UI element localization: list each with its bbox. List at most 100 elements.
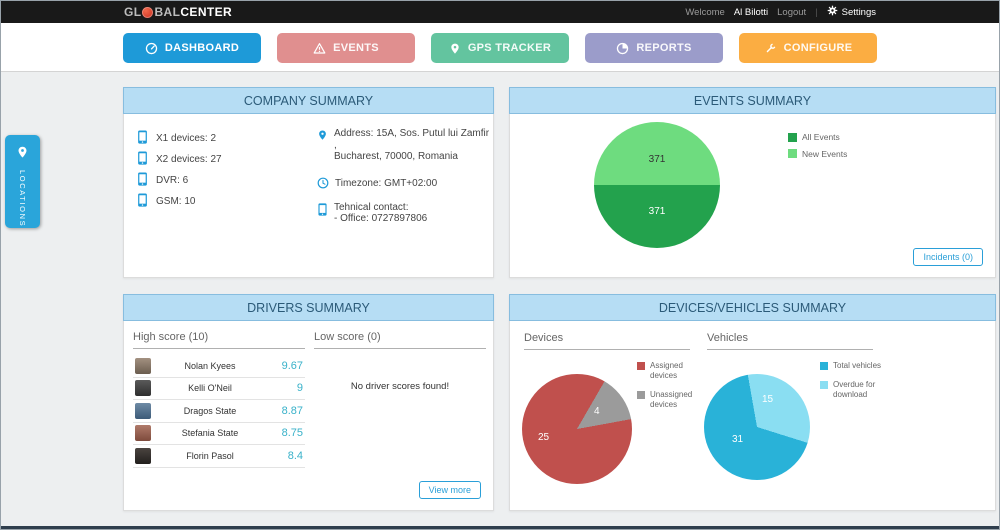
company-timezone: Timezone: GMT+02:00 <box>317 176 493 192</box>
legend-item: Unassigned devices <box>637 390 703 410</box>
view-more-button[interactable]: View more <box>418 481 481 499</box>
phone-icon <box>137 151 148 168</box>
contact-text: Tehnical contact: - Office: 0727897806 <box>334 201 428 225</box>
panel-title: COMPANY SUMMARY <box>123 87 494 114</box>
tab-reports[interactable]: REPORTS <box>585 33 723 63</box>
topbar-right: Welcome Al Bilotti Logout | Settings <box>685 1 876 23</box>
legend-swatch <box>788 149 797 159</box>
driver-score: 8.4 <box>287 449 303 462</box>
devices-legend: Assigned devices Unassigned devices <box>637 361 703 419</box>
device-count-item: X1 devices: 2 <box>137 128 222 149</box>
phone-icon <box>137 172 148 189</box>
events-legend: All Events New Events <box>788 132 847 165</box>
low-score-column: Low score (0) No driver scores found! <box>314 331 486 392</box>
logout-link[interactable]: Logout <box>777 6 807 18</box>
legend-swatch <box>820 380 828 389</box>
clock-icon <box>317 176 329 192</box>
tab-label: GPS TRACKER <box>467 42 552 54</box>
vehicles-legend: Total vehicles Overdue for download <box>820 361 892 409</box>
address-text: Address: 15A, Sos. Putul lui Zamfir , Buc… <box>334 128 490 162</box>
device-count-item: DVR: 6 <box>137 170 222 191</box>
legend-item: New Events <box>788 149 847 160</box>
legend-item: Overdue for download <box>820 380 892 400</box>
driver-score: 9.67 <box>281 359 303 372</box>
phone-icon <box>317 202 328 220</box>
tab-label: EVENTS <box>333 42 379 54</box>
low-score-header: Low score (0) <box>314 331 486 349</box>
devices-vehicles-panel: DEVICES/VEHICLES SUMMARY Devices Vehicle… <box>509 294 996 511</box>
pie-value-label: 4 <box>594 406 600 417</box>
driver-score: 9 <box>296 382 303 395</box>
logo: GL BAL CENTER <box>124 1 232 23</box>
driver-row: Dragos State 8.87 <box>133 400 305 423</box>
legend-item: Assigned devices <box>637 361 703 381</box>
main-nav: DASHBOARD EVENTS GPS TRACKER REPORTS CON… <box>1 23 999 72</box>
dashboard-content: COMPANY SUMMARY X1 devices: 2 X2 devices… <box>1 72 999 526</box>
company-details: Address: 15A, Sos. Putul lui Zamfir , Buc… <box>317 128 493 225</box>
panel-title: DEVICES/VEHICLES SUMMARY <box>509 294 996 321</box>
panel-title: EVENTS SUMMARY <box>509 87 996 114</box>
device-count-item: X2 devices: 27 <box>137 149 222 170</box>
events-pie-chart[interactable]: 371 371 <box>594 122 720 248</box>
vehicles-section-header: Vehicles <box>707 332 873 350</box>
username: Al Bilotti <box>733 6 769 18</box>
logo-text-gl: GL <box>124 5 142 19</box>
device-counts-list: X1 devices: 2 X2 devices: 27 DVR: 6 GSM:… <box>137 128 222 212</box>
globe-icon <box>142 6 154 18</box>
pie-value-label: 371 <box>648 206 666 217</box>
driver-avatar <box>135 357 151 374</box>
driver-row: Stefania State 8.75 <box>133 423 305 445</box>
logo-text-bal: BAL <box>154 5 181 19</box>
tab-gps-tracker[interactable]: GPS TRACKER <box>431 33 569 63</box>
nav-tabs: DASHBOARD EVENTS GPS TRACKER REPORTS CON… <box>123 33 877 63</box>
drivers-summary-panel: DRIVERS SUMMARY High score (10) Nolan Ky… <box>123 294 494 511</box>
driver-avatar <box>135 425 151 442</box>
company-summary-panel: COMPANY SUMMARY X1 devices: 2 X2 devices… <box>123 87 494 278</box>
pie-value-label: 15 <box>762 394 774 405</box>
devices-section-header: Devices <box>524 332 690 350</box>
wrench-icon <box>764 42 777 55</box>
driver-avatar <box>135 380 151 397</box>
company-contact: Tehnical contact: - Office: 0727897806 <box>317 202 493 225</box>
legend-swatch <box>637 361 645 370</box>
settings-button[interactable]: Settings <box>827 5 876 19</box>
devices-pie-chart[interactable]: 25 4 <box>522 374 632 484</box>
legend-swatch <box>820 361 828 370</box>
high-score-header: High score (10) <box>133 331 305 349</box>
high-score-list: Nolan Kyees 9.67 Kelli O'Neil 9 Dragos S… <box>133 355 305 468</box>
locations-label: LOCATIONS <box>18 170 27 228</box>
incidents-button[interactable]: Incidents (0) <box>913 248 983 266</box>
logo-text-center: CENTER <box>180 5 233 19</box>
driver-row: Florin Pasol 8.4 <box>133 445 305 468</box>
topbar: GL BAL CENTER Welcome Al Bilotti Logout … <box>1 1 999 23</box>
tab-configure[interactable]: CONFIGURE <box>739 33 877 63</box>
driver-avatar <box>135 402 151 419</box>
welcome-label: Welcome <box>685 6 725 18</box>
events-summary-panel: EVENTS SUMMARY 371 371 All Events New Ev… <box>509 87 996 278</box>
gear-icon <box>827 5 838 19</box>
legend-swatch <box>637 390 645 399</box>
legend-item: Total vehicles <box>820 361 892 371</box>
panel-title: DRIVERS SUMMARY <box>123 294 494 321</box>
driver-score: 8.75 <box>281 427 303 440</box>
gauge-icon <box>145 42 158 55</box>
locations-side-tab[interactable]: LOCATIONS <box>5 135 40 228</box>
no-scores-message: No driver scores found! <box>350 381 450 392</box>
pie-value-label: 31 <box>732 434 744 445</box>
tab-label: CONFIGURE <box>783 42 853 54</box>
device-count-item: GSM: 10 <box>137 191 222 212</box>
tab-events[interactable]: EVENTS <box>277 33 415 63</box>
settings-label: Settings <box>841 6 876 18</box>
legend-item: All Events <box>788 132 847 143</box>
legend-swatch <box>788 132 797 142</box>
company-address: Address: 15A, Sos. Putul lui Zamfir , Buc… <box>317 128 493 163</box>
high-score-column: High score (10) Nolan Kyees 9.67 Kelli O… <box>133 331 305 468</box>
map-marker-icon <box>16 145 29 164</box>
tab-dashboard[interactable]: DASHBOARD <box>123 33 261 63</box>
topbar-divider: | <box>815 6 818 18</box>
phone-icon <box>137 193 148 210</box>
pie-chart-icon <box>616 42 629 55</box>
vehicles-pie-chart[interactable]: 15 31 <box>704 374 810 480</box>
driver-row: Nolan Kyees 9.67 <box>133 355 305 378</box>
